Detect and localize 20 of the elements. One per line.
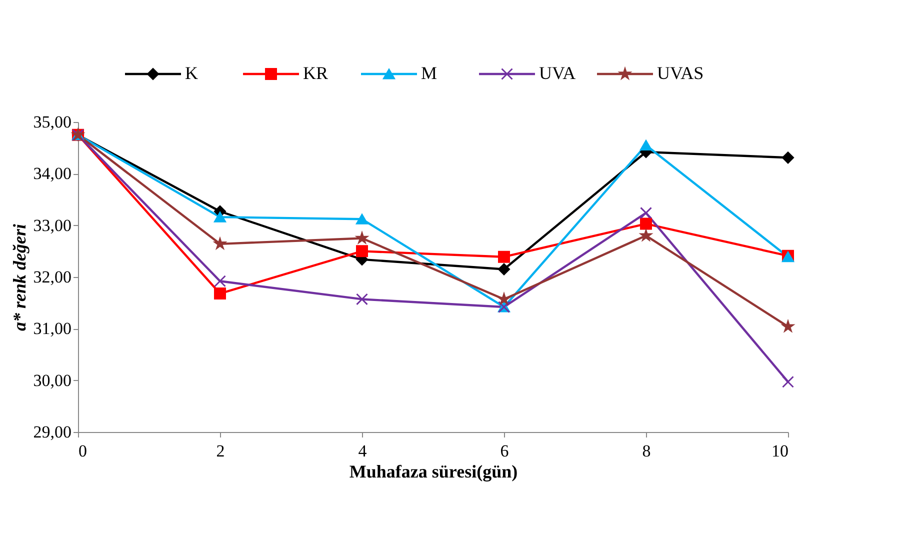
x-tick-label: 8 [642, 442, 651, 460]
y-tick-label: 34,00 [33, 164, 72, 184]
x-tick-label: 6 [500, 442, 509, 460]
legend-label: K [185, 63, 198, 83]
y-tick-label: 33,00 [33, 216, 72, 235]
x-tick-label: 4 [358, 442, 368, 460]
x-axis-title: Muhafaza süresi(gün) [349, 462, 518, 482]
y-tick-label: 31,00 [33, 319, 72, 338]
x-tick-label: 2 [216, 442, 225, 460]
legend-label: UVAS [657, 63, 704, 83]
y-tick-label: 35,00 [33, 112, 72, 132]
legend-label: M [421, 63, 438, 83]
y-tick-label: 32,00 [33, 268, 72, 286]
legend-label: UVA [539, 63, 576, 83]
x-tick-label: 10 [772, 442, 788, 460]
x-tick-label: 0 [78, 442, 87, 460]
legend-label: KR [303, 63, 328, 83]
y-tick-label: 30,00 [33, 370, 72, 390]
y-tick-label: 29,00 [33, 422, 72, 442]
y-axis-title: a* renk değeri [9, 224, 30, 331]
